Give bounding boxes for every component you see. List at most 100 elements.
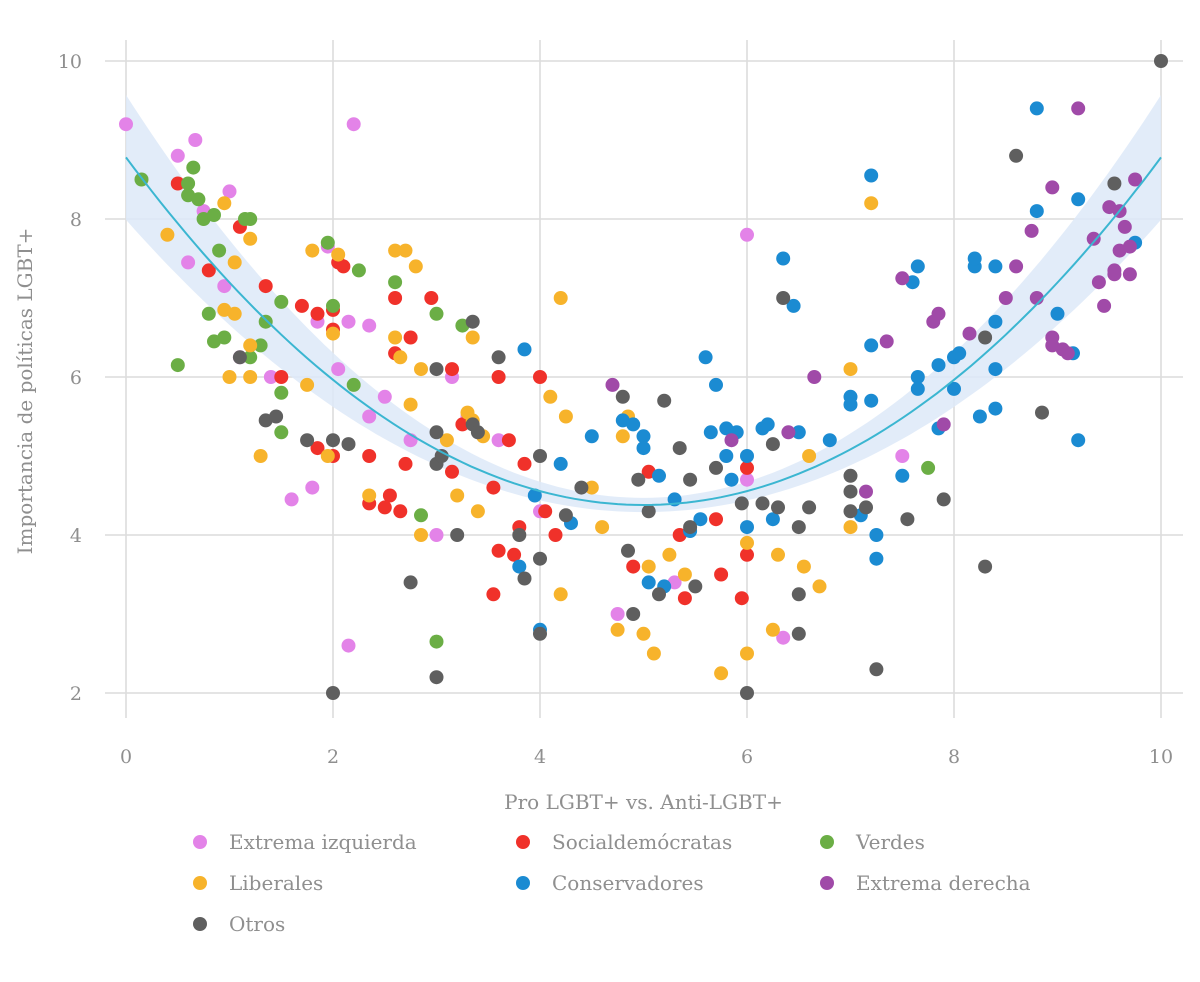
point-otros: [900, 512, 915, 527]
point-verdes: [170, 358, 185, 373]
legend-label: Verdes: [855, 830, 925, 854]
point-socialdemocratas: [734, 591, 749, 606]
point-liberales: [217, 196, 232, 211]
point-conservadores: [641, 575, 656, 590]
point-otros: [465, 314, 480, 329]
point-otros: [740, 686, 754, 700]
legend-marker: [820, 876, 834, 890]
point-extrema-izquierda: [740, 472, 754, 487]
point-otros: [791, 587, 806, 602]
x-tick-label: 0: [120, 746, 132, 768]
point-liberales: [595, 520, 610, 535]
point-liberales: [362, 488, 377, 503]
legend-marker: [516, 876, 530, 890]
point-conservadores: [517, 342, 532, 357]
point-otros: [1035, 405, 1049, 420]
point-verdes: [217, 330, 232, 345]
point-conservadores: [719, 449, 734, 463]
point-socialdemocratas: [538, 504, 553, 519]
point-socialdemocratas: [533, 370, 547, 384]
point-conservadores: [988, 401, 1003, 416]
point-liberales: [243, 231, 258, 246]
point-conservadores: [693, 512, 708, 527]
point-liberales: [403, 397, 418, 412]
point-socialdemocratas: [677, 591, 692, 606]
point-conservadores: [512, 559, 527, 574]
point-liberales: [388, 243, 403, 258]
point-liberales: [305, 243, 320, 258]
point-extrema-derecha: [936, 417, 951, 432]
point-socialdemocratas: [626, 559, 641, 574]
y-tick-label: 8: [70, 209, 82, 231]
y-tick-label: 2: [70, 683, 82, 705]
point-otros: [558, 508, 573, 523]
point-conservadores: [864, 168, 879, 183]
point-conservadores: [988, 259, 1003, 274]
point-extrema-izquierda: [331, 362, 346, 377]
x-tick-label: 6: [741, 746, 753, 768]
point-otros: [533, 551, 547, 566]
point-conservadores: [895, 468, 910, 483]
point-otros: [776, 291, 791, 305]
legend-marker: [820, 835, 834, 849]
point-extrema-derecha: [1009, 259, 1024, 274]
point-liberales: [636, 626, 651, 641]
point-extrema-izquierda: [188, 133, 203, 147]
data-points: [119, 54, 1168, 700]
point-extrema-derecha: [724, 433, 739, 448]
point-liberales: [584, 480, 599, 495]
point-extrema-derecha: [807, 370, 822, 384]
point-conservadores: [636, 441, 651, 456]
point-liberales: [414, 528, 428, 542]
point-socialdemocratas: [377, 500, 392, 515]
point-socialdemocratas: [388, 291, 403, 305]
legend-item-liberales: Liberales: [193, 871, 323, 895]
point-conservadores: [1071, 192, 1086, 207]
point-socialdemocratas: [445, 464, 459, 479]
legend-item-extrema-izquierda: Extrema izquierda: [193, 830, 417, 854]
point-conservadores: [967, 251, 982, 266]
legend-marker: [193, 917, 207, 931]
point-otros: [533, 626, 547, 641]
point-extrema-izquierda: [362, 318, 377, 333]
point-conservadores: [910, 370, 925, 384]
point-extrema-izquierda: [305, 480, 320, 495]
point-conservadores: [527, 488, 542, 503]
point-liberales: [553, 587, 568, 602]
point-otros: [869, 662, 884, 677]
point-extrema-izquierda: [895, 449, 910, 463]
point-otros: [843, 484, 858, 499]
point-conservadores: [553, 456, 568, 471]
point-socialdemocratas: [274, 370, 289, 384]
point-verdes: [258, 314, 273, 329]
point-otros: [434, 449, 449, 463]
point-socialdemocratas: [507, 547, 522, 562]
legend-item-extrema-derecha: Extrema derecha: [820, 871, 1031, 895]
point-extrema-derecha: [931, 306, 946, 321]
confidence-band-area: [126, 95, 1161, 513]
point-extrema-derecha: [1045, 180, 1060, 195]
point-socialdemocratas: [201, 263, 216, 278]
point-otros: [326, 686, 340, 700]
point-socialdemocratas: [403, 330, 418, 345]
point-otros: [843, 468, 858, 483]
point-conservadores: [947, 381, 961, 396]
point-conservadores: [952, 346, 967, 361]
point-socialdemocratas: [486, 480, 501, 495]
point-conservadores: [1029, 204, 1044, 219]
point-conservadores: [740, 449, 754, 463]
point-otros: [232, 350, 247, 365]
y-tick-label: 10: [58, 51, 82, 73]
point-extrema-derecha: [1122, 239, 1137, 254]
point-liberales: [331, 247, 346, 262]
point-extrema-derecha: [1097, 298, 1112, 313]
point-otros: [843, 504, 858, 519]
point-conservadores: [765, 512, 780, 527]
point-liberales: [812, 579, 827, 594]
point-liberales: [439, 433, 454, 448]
point-liberales: [450, 488, 465, 503]
point-otros: [1107, 176, 1122, 191]
point-conservadores: [703, 425, 718, 440]
point-extrema-izquierda: [341, 314, 356, 329]
point-otros: [429, 425, 444, 440]
